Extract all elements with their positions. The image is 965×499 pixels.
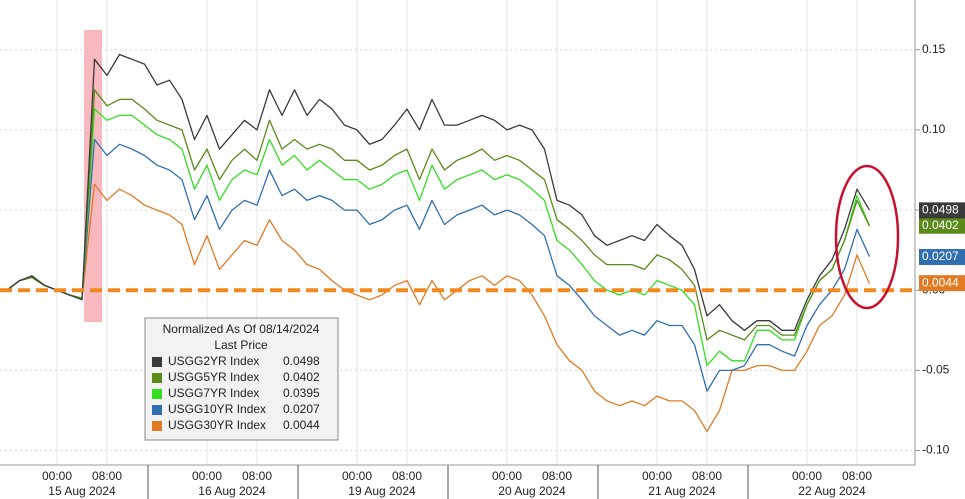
grid [0,0,915,465]
date-label: 22 Aug 2024 [798,484,866,498]
price-tag [919,217,965,234]
legend-label: USGG10YR Index [168,402,266,416]
x-tick-label: 08:00 [242,469,272,483]
legend-value: 0.0044 [283,418,320,432]
x-tick-label: 08:00 [92,469,122,483]
legend-value: 0.0498 [283,354,320,368]
x-tick-label: 08:00 [692,469,722,483]
legend-box [144,317,339,441]
date-label: 16 Aug 2024 [198,484,266,498]
price-tag-label: 0.0498 [922,203,959,217]
series-line [6,53,871,331]
x-tick-label: 08:00 [392,469,422,483]
legend-value: 0.0207 [283,402,320,416]
x-tick-label: 00:00 [192,469,222,483]
legend-label: USGG5YR Index [168,370,259,384]
legend-value: 0.0395 [283,386,320,400]
legend-value: 0.0402 [283,370,320,384]
price-tag [919,202,965,219]
y-tick-label: 0.15 [922,42,946,56]
legend-swatch [152,389,162,399]
series-line [6,89,871,341]
axis-labels: -0.10-0.050.000.050.100.1500:0008:0000:0… [42,42,965,499]
x-tick-label: 00:00 [792,469,822,483]
legend-swatch [152,373,162,383]
date-label: 21 Aug 2024 [648,484,716,498]
y-tick-label: 0.10 [922,122,946,136]
price-tag-label: 0.0207 [922,249,959,263]
date-label: 19 Aug 2024 [348,484,416,498]
legend-label: USGG2YR Index [168,354,259,368]
date-label: 15 Aug 2024 [48,484,116,498]
highlight-band [84,30,102,322]
date-label: 20 Aug 2024 [498,484,566,498]
series-line [6,138,871,392]
x-tick-label: 08:00 [542,469,572,483]
plot [0,53,915,432]
legend-swatch [152,405,162,415]
x-tick-label: 00:00 [492,469,522,483]
legend-swatch [152,357,162,367]
series-line [6,108,871,367]
legend-label: USGG30YR Index [168,418,266,432]
legend: Normalized As Of 08/14/2024 Last Price U… [144,317,339,441]
price-tag [919,275,965,292]
legend-label: USGG7YR Index [168,386,259,400]
price-tag-label: 0.0044 [922,275,959,289]
y-tick-label: -0.10 [922,443,950,457]
annotation-circle [834,164,900,310]
x-tick-label: 00:00 [342,469,372,483]
y-tick-label: -0.05 [922,363,950,377]
price-tag [919,249,965,266]
legend-title: Normalized As Of 08/14/2024 [163,322,320,336]
legend-subtitle: Last Price [214,338,268,352]
x-tick-label: 08:00 [842,469,872,483]
x-tick-label: 00:00 [642,469,672,483]
x-tick-label: 00:00 [42,469,72,483]
price-tag-label: 0.0402 [922,218,959,232]
legend-swatch [152,421,162,431]
